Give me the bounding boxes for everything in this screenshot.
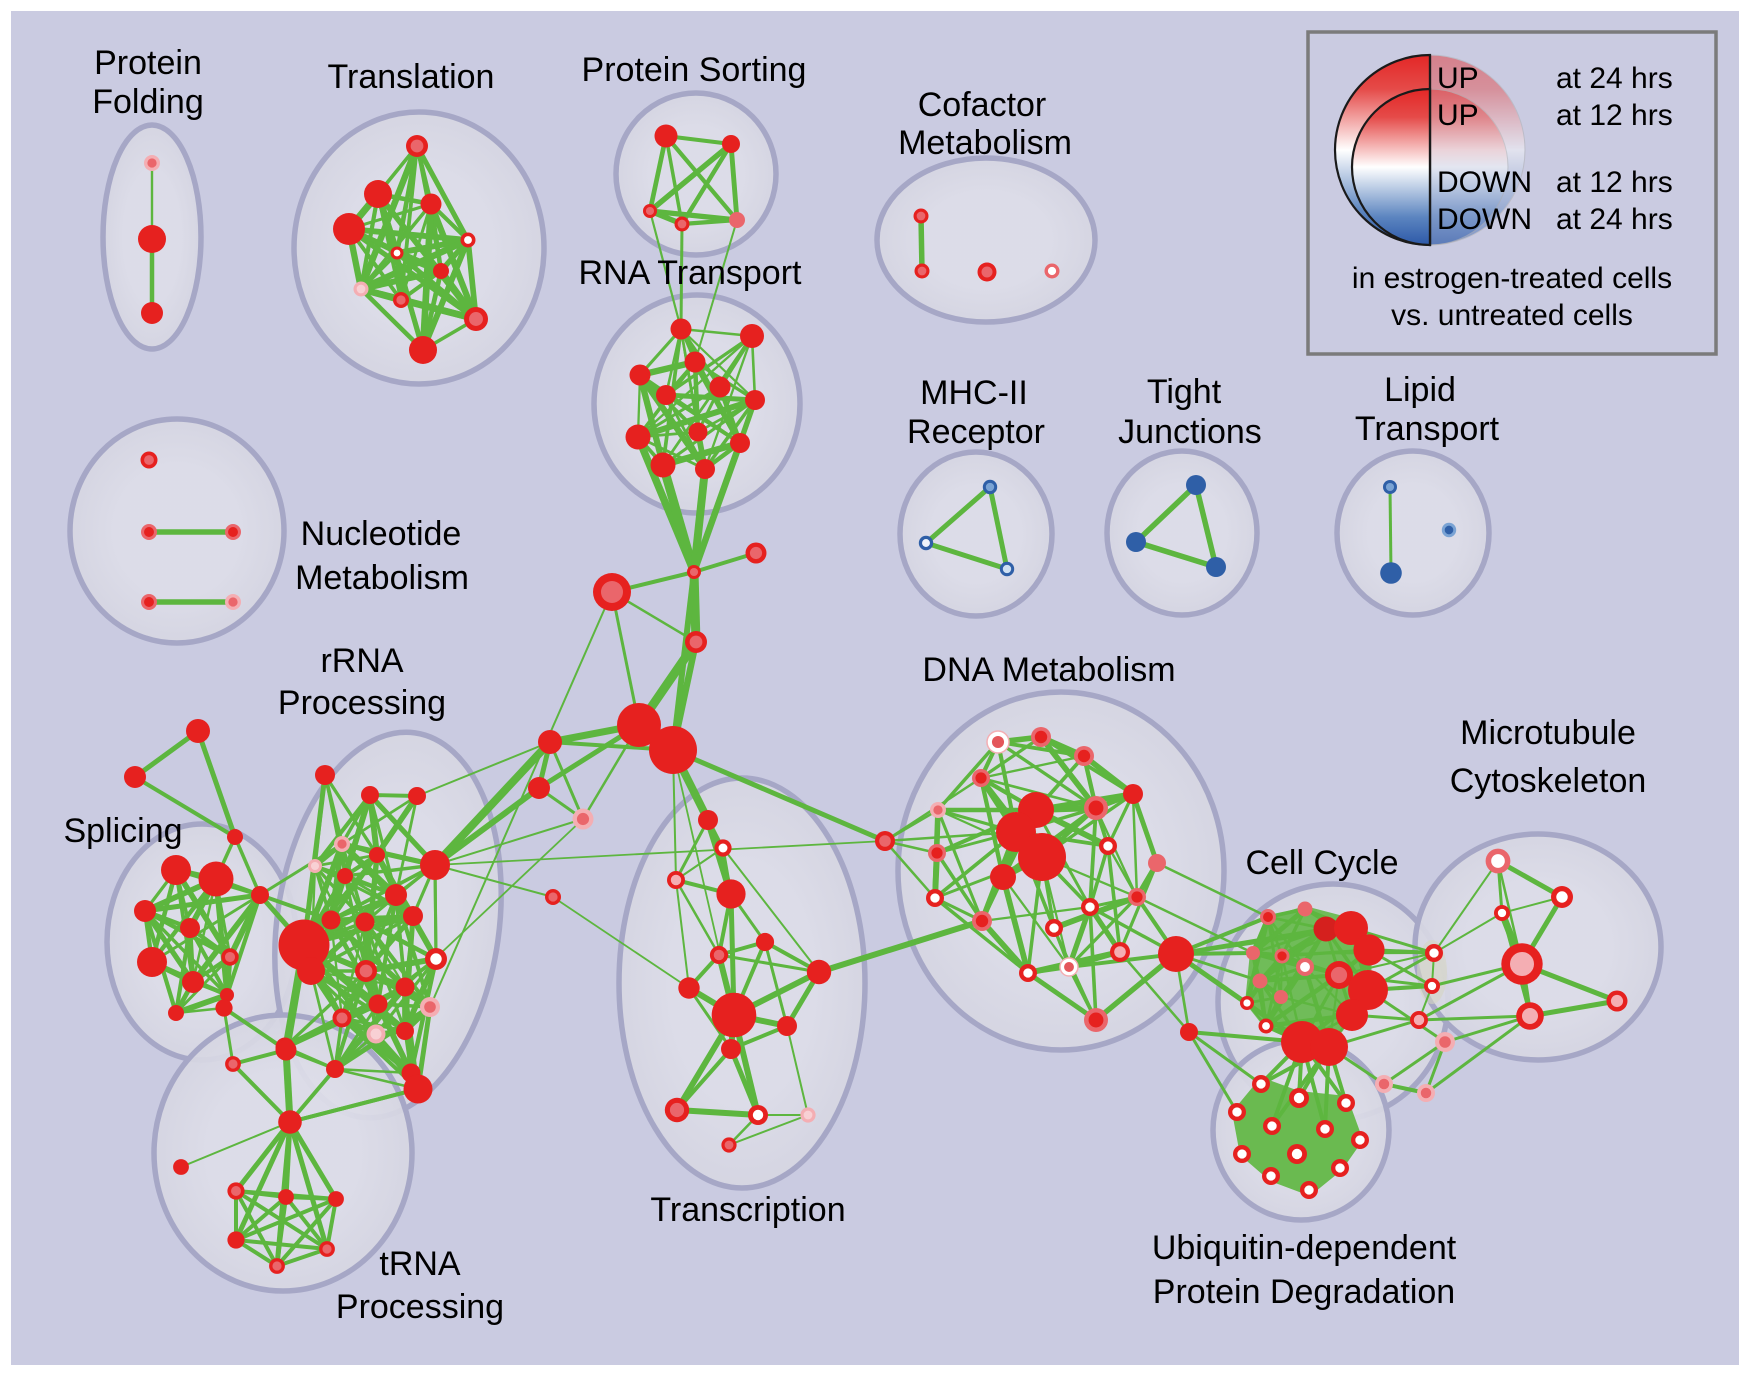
svg-text:in estrogen-treated cells: in estrogen-treated cells bbox=[1352, 262, 1672, 295]
svg-text:Translation: Translation bbox=[328, 58, 495, 96]
svg-text:Junctions: Junctions bbox=[1118, 413, 1262, 451]
svg-text:Protein Degradation: Protein Degradation bbox=[1153, 1273, 1455, 1311]
svg-text:Receptor: Receptor bbox=[907, 413, 1045, 451]
svg-text:at 12 hrs: at 12 hrs bbox=[1556, 99, 1673, 132]
svg-text:at 12 hrs: at 12 hrs bbox=[1556, 166, 1673, 199]
svg-text:vs. untreated cells: vs. untreated cells bbox=[1391, 299, 1633, 332]
svg-text:Metabolism: Metabolism bbox=[295, 559, 469, 597]
svg-text:Protein Sorting: Protein Sorting bbox=[582, 51, 807, 89]
svg-text:Nucleotide: Nucleotide bbox=[301, 515, 462, 553]
svg-text:Metabolism: Metabolism bbox=[898, 124, 1072, 162]
svg-text:Processing: Processing bbox=[278, 684, 446, 722]
svg-text:Lipid: Lipid bbox=[1384, 371, 1456, 409]
svg-text:at 24 hrs: at 24 hrs bbox=[1556, 203, 1673, 236]
svg-text:Tight: Tight bbox=[1147, 373, 1222, 411]
svg-text:Folding: Folding bbox=[92, 83, 204, 121]
svg-text:tRNA: tRNA bbox=[379, 1245, 461, 1283]
svg-text:Cofactor: Cofactor bbox=[918, 86, 1047, 124]
svg-text:Transport: Transport bbox=[1355, 410, 1500, 448]
svg-text:Splicing: Splicing bbox=[63, 812, 182, 850]
svg-text:UP: UP bbox=[1437, 99, 1479, 132]
svg-text:Transcription: Transcription bbox=[650, 1191, 845, 1229]
svg-text:Processing: Processing bbox=[336, 1288, 504, 1326]
svg-text:DOWN: DOWN bbox=[1437, 166, 1532, 199]
svg-text:DOWN: DOWN bbox=[1437, 203, 1532, 236]
svg-text:MHC-II: MHC-II bbox=[920, 374, 1028, 412]
svg-text:Cytoskeleton: Cytoskeleton bbox=[1450, 762, 1647, 800]
svg-text:UP: UP bbox=[1437, 62, 1479, 95]
svg-text:DNA Metabolism: DNA Metabolism bbox=[922, 651, 1175, 689]
svg-text:Protein: Protein bbox=[94, 44, 202, 82]
svg-text:at 24 hrs: at 24 hrs bbox=[1556, 62, 1673, 95]
svg-text:Microtubule: Microtubule bbox=[1460, 714, 1636, 752]
svg-text:Ubiquitin-dependent: Ubiquitin-dependent bbox=[1152, 1229, 1457, 1267]
svg-text:rRNA: rRNA bbox=[320, 642, 403, 680]
svg-text:RNA Transport: RNA Transport bbox=[579, 254, 803, 292]
svg-text:Cell Cycle: Cell Cycle bbox=[1245, 844, 1398, 882]
